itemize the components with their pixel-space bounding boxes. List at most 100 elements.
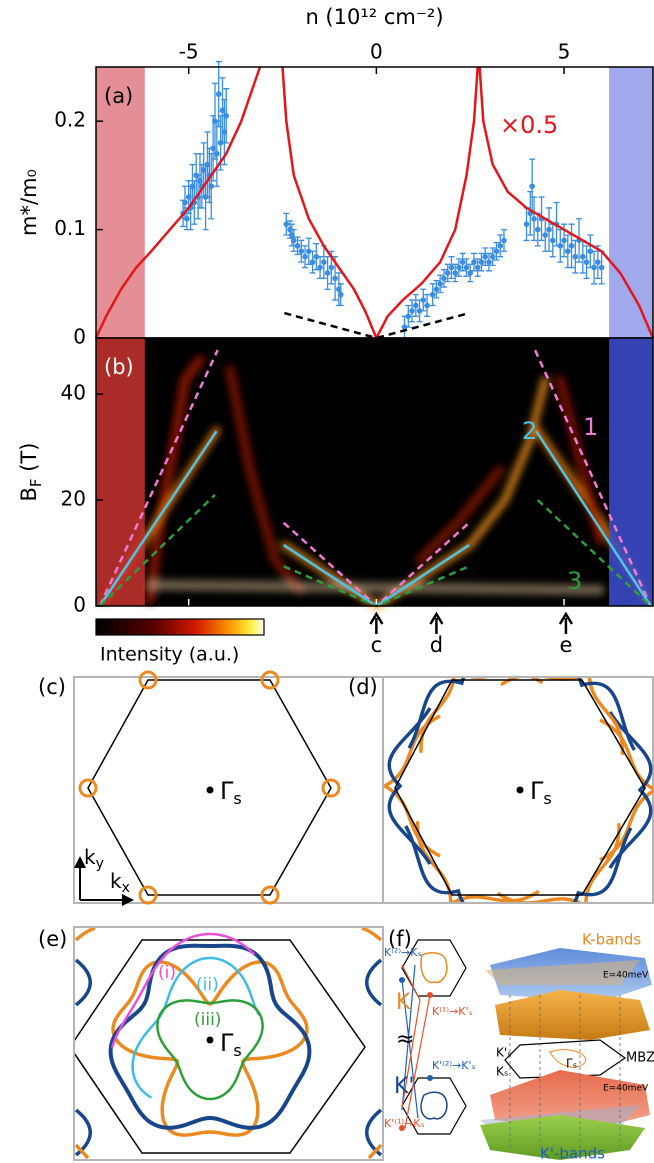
data-point [338,292,344,298]
body: {"chart_data": [ {"type": "errorbar", "x… [0,0,654,1163]
data-point [325,270,331,276]
data-point [497,243,503,249]
mini-contour [421,1092,447,1119]
panel-label: (e) [38,927,67,951]
data-point [295,243,301,249]
data-point [569,243,575,249]
gamma-main: Γ [220,777,234,805]
data-point [494,248,500,254]
data-point [595,259,601,265]
ky-label: ky [84,845,104,873]
y-axis-label: BF (T) [17,443,45,502]
orbit-label: (ii) [196,975,219,995]
gamma-point [207,1037,214,1044]
data-point [424,303,430,309]
energy-label: E=40meV [603,1084,649,1094]
data-point [531,216,537,222]
data-point [557,243,563,249]
x-tick-label: 0 [370,40,383,64]
node [427,1075,433,1081]
data-point [302,254,308,260]
data-point [501,238,507,244]
orbit-label: (iii) [194,1010,221,1030]
data-point [299,248,305,254]
contour-pair [494,633,654,759]
data-point [321,259,327,265]
gamma-label: Γs [530,777,552,808]
data-point [283,221,289,227]
gamma-point [517,787,524,794]
data-point [573,254,579,260]
panel-d: (d) Γs [348,631,654,945]
data-point [471,259,477,265]
mbz-label: MBZ [626,1051,654,1066]
plot-frame [96,67,653,338]
band-label: K-bands [582,931,641,949]
gamma-sub: s [543,789,551,808]
node [427,992,433,998]
y-tick-label: 0 [73,593,86,617]
gamma-point [207,787,214,794]
panel-f: (f) ≈ K-bands K'-bands K K' K⁽²⁾→Kₛ K⁽¹⁾… [384,927,654,1163]
shaded-region [609,67,653,338]
data-point [405,314,411,320]
data-point [182,200,188,206]
gamma-main: Γ [530,777,544,805]
y-axis-label-part: F [27,478,45,487]
data-point [475,265,481,271]
panel-b: 02040(b)BF (T)123Intensity (a.u.)cde [17,338,653,666]
marker-arrow [430,614,442,634]
valley-label: K' [394,1074,414,1099]
data-point [420,297,426,303]
panel-e: (e) Γs (i) (ii) (iii) [38,927,383,1160]
series-label: ×0.5 [500,111,558,139]
coupling-label: K⁽²⁾→Kₛ [384,946,422,959]
band-label: K'-bands [540,1145,605,1163]
panel-label: (d) [348,675,378,699]
data-point [329,265,335,271]
panel-label: (c) [38,675,66,699]
data-point [482,254,488,260]
panel-c: (c) Γs ky kx [38,672,383,906]
data-point [479,259,485,265]
gamma-sub: s [233,789,241,808]
marker-label: e [559,633,572,657]
series-line [284,313,469,338]
data-point [565,248,571,254]
data-point [599,265,605,271]
data-point [223,113,229,119]
panel-label: (b) [104,355,134,379]
contour-pair [387,631,550,757]
data-point [291,238,297,244]
page: Effective mass and Landau fan figure htm… [0,0,654,1163]
break-symbol: ≈ [396,1027,414,1052]
kx-sub: x [122,880,130,896]
series-label: 3 [567,567,582,595]
data-point [434,286,440,292]
coupling-label: K'⁽²⁾→K'ₛ [432,1059,476,1072]
data-point [561,238,567,244]
gamma-main: Γ [220,1029,234,1057]
gamma-label: Γs [220,1029,242,1060]
y-axis-label: m*/m₀ [17,169,41,236]
series-line [96,67,653,338]
data-point [184,216,190,222]
data-point [456,265,462,271]
data-point [449,265,455,271]
series-label: 1 [583,413,598,441]
data-point [317,265,323,271]
data-point [310,259,316,265]
ky-sub: y [96,856,104,872]
ks-label: K'ₛ [496,1046,512,1060]
data-point [452,270,458,276]
y-tick-label: 20 [61,487,86,511]
marker-label: c [371,633,383,657]
figure: 00.10.2(a)-505n (10¹² cm⁻²)m*/m₀×0.5 020… [0,0,654,1163]
heatmap-streak [150,585,600,590]
data-point [535,227,541,233]
colorbar-label: Intensity (a.u.) [100,644,239,666]
contour-pair [385,708,440,864]
gamma-label: Γₛ [566,1057,577,1071]
data-point [460,259,466,265]
kx-main: k [110,869,122,893]
